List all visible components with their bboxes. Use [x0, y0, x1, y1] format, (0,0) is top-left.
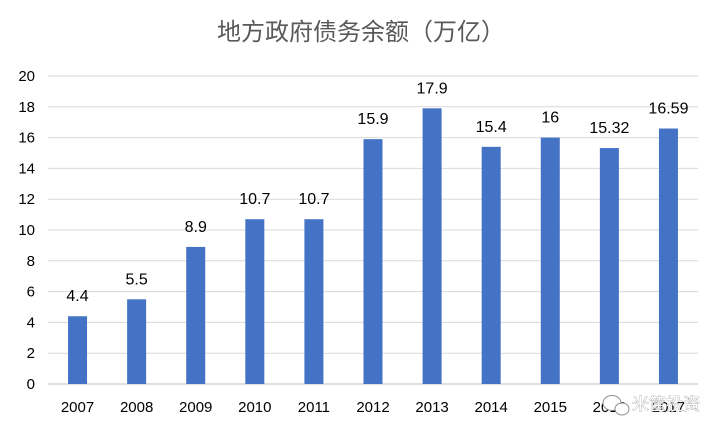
bar: [599, 148, 619, 384]
data-label: 5.5: [126, 271, 148, 288]
y-tick-label: 2: [27, 345, 35, 362]
data-labels: 4.4 5.5 8.9 10.7 10.7 15.9 17.9 15.4 16 15.32 16.5…: [66, 80, 688, 305]
x-tick-label: 2008: [120, 399, 153, 416]
y-tick-label: 12: [18, 191, 35, 208]
data-label: 16: [541, 110, 559, 127]
y-tick-label: 0: [27, 376, 35, 393]
y-tick-label: 14: [18, 160, 35, 177]
bar: [245, 219, 265, 384]
x-tick-label: 2007: [61, 399, 94, 416]
data-label: 15.9: [357, 111, 388, 128]
y-tick-label: 8: [27, 253, 35, 270]
y-tick-label: 18: [18, 99, 35, 116]
wechat-logo-icon: [602, 395, 630, 416]
y-tick-label: 16: [18, 130, 35, 147]
bar: [481, 146, 501, 384]
y-tick-label: 20: [18, 68, 35, 85]
data-label: 17.9: [417, 80, 448, 97]
bar: [186, 246, 206, 384]
x-tick-label: 2013: [415, 399, 448, 416]
data-label: 15.32: [589, 120, 629, 137]
bars: [68, 108, 678, 384]
bar: [68, 316, 88, 384]
bar: [127, 299, 147, 384]
x-tick-label: 2009: [179, 399, 212, 416]
chart-title: 地方政府债务余额（万亿）: [217, 18, 505, 46]
x-tick-label: 2010: [238, 399, 271, 416]
data-label: 4.4: [66, 288, 88, 305]
watermark: 米筐投资: [602, 395, 700, 416]
bar: [658, 128, 678, 384]
x-tick-label: 2011: [298, 399, 330, 416]
x-tick-label: 2015: [534, 399, 567, 416]
data-label: 16.59: [648, 101, 688, 118]
y-tick-label: 4: [27, 314, 35, 331]
bar: [304, 219, 324, 384]
y-axis-ticks: 0 2 4 6 8 10 12 14 16 18 20: [18, 68, 35, 393]
y-tick-label: 6: [27, 284, 35, 301]
x-tick-label: 2017: [652, 399, 685, 416]
x-axis-ticks: 2007200820092010201120122013201420152016…: [61, 399, 685, 416]
data-label: 8.9: [185, 219, 207, 236]
data-label: 10.7: [239, 191, 270, 208]
y-tick-label: 10: [18, 222, 35, 239]
bar: [422, 108, 442, 384]
x-tick-label: 2014: [474, 399, 507, 416]
watermark-text: 米筐投资: [632, 395, 700, 415]
data-label: 15.4: [476, 119, 507, 136]
data-label: 10.7: [298, 191, 329, 208]
bar: [540, 137, 560, 384]
bar: [363, 139, 383, 384]
x-tick-label: 2012: [356, 399, 389, 416]
